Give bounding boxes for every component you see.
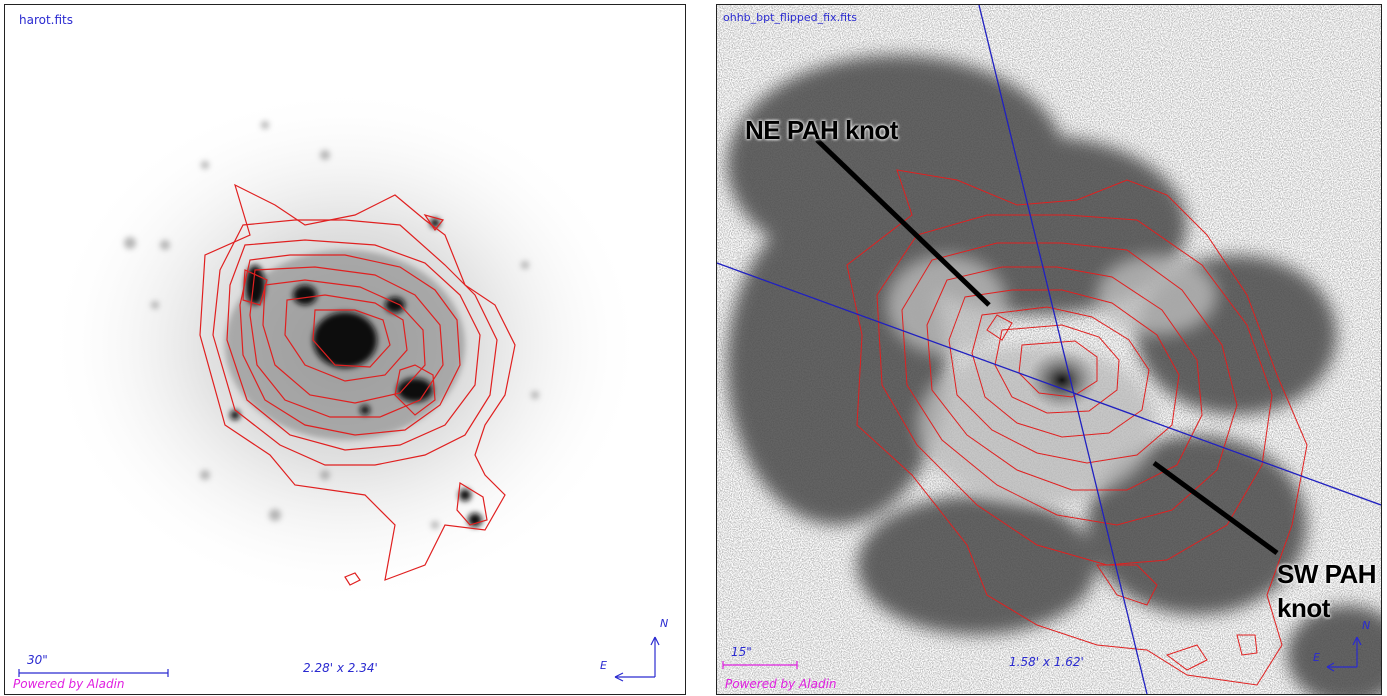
ne-pointer-line [815, 138, 991, 307]
left-file-name: harot.fits [19, 13, 74, 27]
left-scale-label: 30" [27, 653, 48, 667]
ne-pah-knot-label: NE PAH knot [745, 115, 898, 145]
left-north-label: N [660, 617, 669, 630]
left-image-panel[interactable]: harot.fits 30" 2.28' x 2.34' N E Powered… [4, 4, 686, 695]
sw-pointer-line [1152, 460, 1279, 556]
right-file-name: ohhb_bpt_flipped_fix.fits [723, 11, 858, 24]
left-east-label: E [600, 659, 607, 672]
right-axis-major [978, 5, 1148, 694]
sw-pah-knot-label-line1: SW PAH [1277, 559, 1377, 589]
left-powered-by: Powered by Aladin [13, 677, 125, 691]
left-size-label: 2.28' x 2.34' [303, 661, 378, 675]
right-size-label: 1.58' x 1.62' [1009, 655, 1084, 669]
right-powered-by: Powered by Aladin [725, 677, 837, 691]
left-contours [199, 183, 516, 586]
right-axis-minor [717, 262, 1381, 506]
left-galaxy-image [18, 85, 660, 682]
right-scale-label: 15" [731, 645, 752, 659]
right-bpt-image [717, 5, 1381, 694]
right-north-label: N [1362, 619, 1371, 632]
sw-pah-knot-label-line2: knot [1277, 593, 1330, 623]
right-east-label: E [1313, 651, 1320, 664]
right-image-panel[interactable]: ohhb_bpt_flipped_fix.fits NE PAH knot SW… [716, 4, 1382, 695]
